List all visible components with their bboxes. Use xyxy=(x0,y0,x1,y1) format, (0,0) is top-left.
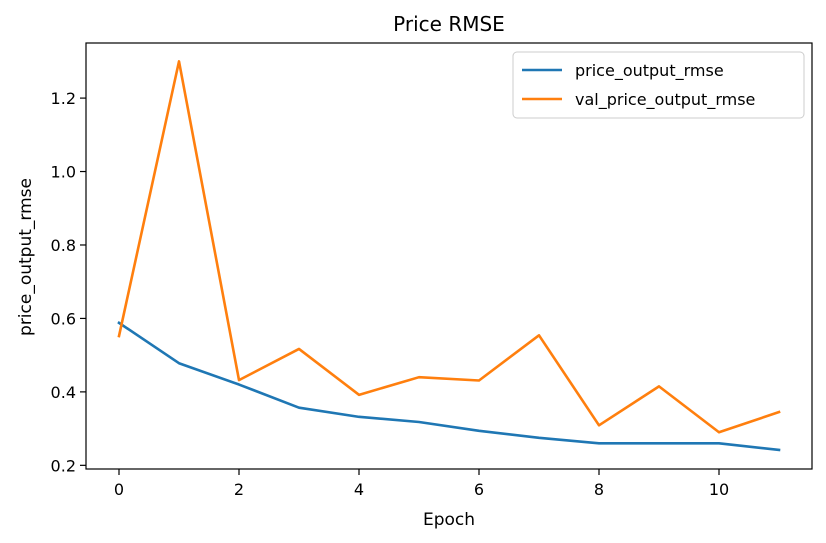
x-tick-label: 6 xyxy=(474,480,484,499)
x-tick-label: 0 xyxy=(114,480,124,499)
y-axis-label: price_output_rmse xyxy=(16,178,36,336)
x-tick-label: 2 xyxy=(234,480,244,499)
plot-area: 0 2 4 6 8 10 0.2 0.4 0.6 0.8 1.0 1.2 xyxy=(51,42,813,499)
y-tick-label: 1.2 xyxy=(51,89,76,108)
legend-label: price_output_rmse xyxy=(575,61,724,81)
y-tick-label: 0.8 xyxy=(51,236,76,255)
legend: price_output_rmse val_price_output_rmse xyxy=(512,51,805,119)
chart-title: Price RMSE xyxy=(393,12,505,36)
y-tick-label: 0.4 xyxy=(51,383,76,402)
legend-box xyxy=(512,51,805,119)
y-tick-label: 1.0 xyxy=(51,163,76,182)
x-tick-label: 8 xyxy=(594,480,604,499)
plot-frame xyxy=(85,42,813,470)
series-line-price_output_rmse xyxy=(117,321,781,452)
x-tick-label: 4 xyxy=(354,480,364,499)
x-tick-label: 10 xyxy=(709,480,729,499)
y-tick-label: 0.6 xyxy=(51,309,76,328)
y-tick-label: 0.2 xyxy=(51,456,76,475)
series-line-val_price_output_rmse xyxy=(117,60,781,434)
legend-label: val_price_output_rmse xyxy=(575,90,755,110)
x-axis-label: Epoch xyxy=(423,510,475,530)
